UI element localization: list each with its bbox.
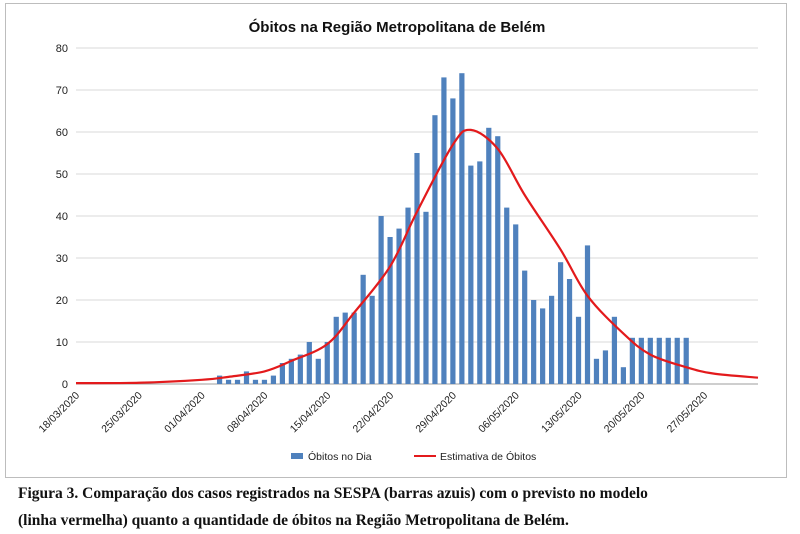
bar: [549, 295, 555, 384]
x-tick-label: 22/04/2020: [351, 390, 397, 436]
bar: [369, 295, 375, 384]
bar: [225, 379, 232, 384]
bar: [324, 342, 330, 384]
bar: [360, 274, 366, 384]
chart-frame: Óbitos na Região Metropolitana de Belém …: [5, 3, 787, 478]
x-tick-label: 18/03/2020: [36, 390, 82, 436]
y-tick-label: 20: [56, 295, 68, 307]
bar: [216, 375, 223, 384]
bar: [647, 337, 653, 384]
x-tick-label: 06/05/2020: [476, 390, 522, 436]
bar: [234, 379, 241, 384]
bar: [513, 224, 519, 384]
legend-swatch-bars: [291, 453, 303, 459]
x-tick-label: 25/03/2020: [99, 390, 145, 436]
bar: [575, 316, 582, 384]
bar: [566, 279, 573, 384]
y-tick-label: 40: [56, 211, 68, 223]
x-tick-label: 15/04/2020: [288, 390, 334, 436]
bar: [459, 73, 465, 384]
bar: [638, 337, 644, 384]
chart: Óbitos na Região Metropolitana de Belém …: [36, 18, 759, 463]
bar: [540, 308, 546, 384]
legend: Óbitos no Dia Estimativa de Óbitos: [291, 450, 536, 463]
bar: [441, 77, 447, 385]
figure-caption-line-1: Figura 3. Comparação dos casos registrad…: [18, 485, 648, 502]
y-tick-label: 70: [56, 85, 68, 97]
x-axis: 18/03/2020 25/03/2020 01/04/2020 08/04/2020…: [36, 390, 710, 436]
bar: [468, 165, 474, 384]
x-tick-label: 27/05/2020: [665, 390, 711, 436]
y-tick-label: 30: [56, 253, 68, 265]
bar: [297, 354, 303, 384]
y-tick-label: 0: [62, 379, 68, 391]
bar: [450, 98, 456, 385]
bar: [333, 316, 339, 384]
bar: [261, 379, 268, 384]
y-tick-label: 10: [56, 337, 68, 349]
legend-label: Estimativa de Óbitos: [440, 450, 536, 463]
figure-caption-line-2: (linha vermelha) quanto a quantidade de …: [18, 512, 569, 529]
x-tick-label: 13/05/2020: [539, 390, 585, 436]
bar: [629, 337, 635, 384]
y-axis: 0 10 20 30 40 50 60 70 80: [56, 43, 758, 391]
bar: [351, 312, 357, 384]
bar: [387, 237, 393, 384]
x-tick-label: 20/05/2020: [602, 390, 648, 436]
bar: [306, 342, 312, 384]
y-tick-label: 50: [56, 169, 68, 181]
y-tick-label: 80: [56, 43, 68, 55]
bar: [405, 207, 411, 384]
bar: [270, 375, 277, 384]
bar: [620, 367, 626, 384]
bars: [216, 73, 689, 385]
bar: [683, 337, 689, 384]
bar: [315, 358, 321, 384]
bar: [557, 262, 564, 384]
bar: [495, 136, 501, 384]
x-tick-label: 29/04/2020: [413, 390, 459, 436]
bar: [522, 270, 528, 384]
bar: [378, 216, 384, 384]
bar: [602, 350, 609, 384]
chart-title: Óbitos na Região Metropolitana de Belém: [249, 18, 546, 36]
legend-label: Óbitos no Dia: [308, 450, 372, 463]
bar: [342, 312, 348, 384]
bar: [611, 316, 618, 384]
bar: [396, 228, 402, 384]
bar: [584, 245, 591, 384]
bar: [423, 211, 429, 384]
estimate-line-layer: [75, 128, 759, 385]
bar: [674, 337, 680, 384]
x-tick-label: 01/04/2020: [162, 390, 208, 436]
y-tick-label: 60: [56, 127, 68, 139]
bar: [288, 358, 294, 384]
bar: [414, 153, 420, 384]
bar: [432, 115, 438, 384]
bar: [252, 379, 259, 384]
bar: [486, 127, 492, 385]
bar: [243, 371, 250, 384]
estimate-line: [75, 128, 759, 385]
bar: [531, 300, 537, 384]
bar: [279, 363, 285, 384]
bar: [504, 207, 510, 384]
bar: [656, 337, 662, 384]
bar: [477, 161, 483, 384]
x-tick-label: 08/04/2020: [225, 390, 271, 436]
bar: [593, 358, 600, 384]
